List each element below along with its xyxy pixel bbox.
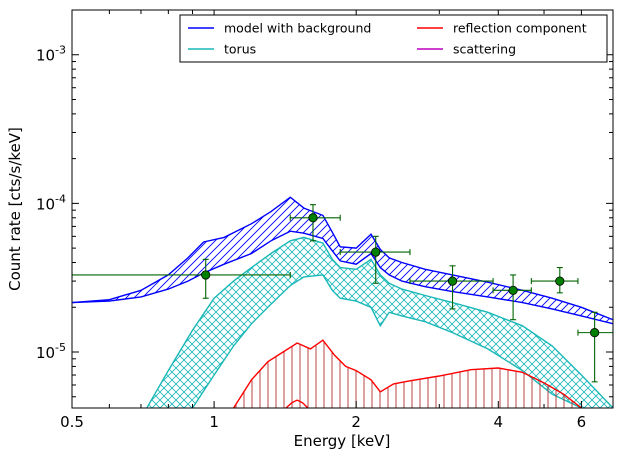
x-axis-title: Energy [keV] — [294, 432, 391, 450]
legend-label-1: model with background — [224, 21, 371, 36]
data-marker — [447, 276, 458, 286]
x-tick-label-3: 2 — [351, 413, 361, 431]
legend-label-4: scattering — [453, 42, 516, 57]
data-marker — [371, 247, 381, 257]
data-marker — [508, 285, 518, 295]
data-marker — [555, 276, 565, 286]
torus-lower-line — [191, 274, 582, 408]
x-tick-label-1: 0.5 — [60, 413, 84, 431]
data-point-2 — [289, 204, 341, 242]
x-tick-label-2: 1 — [209, 413, 219, 431]
model-with-background-lower-line — [72, 230, 613, 325]
y-tick-label-3: 10-3 — [36, 44, 66, 65]
data-marker — [308, 213, 318, 223]
legend-label-3: torus — [224, 42, 256, 57]
legend: model with background reflection componen… — [179, 14, 608, 63]
data-point-7 — [577, 311, 613, 383]
model-with-background-band — [72, 197, 613, 324]
legend-label-2: reflection component — [453, 21, 587, 36]
torus-band — [146, 237, 613, 408]
x-tick-label-4: 4 — [494, 413, 504, 431]
plot-area — [72, 196, 613, 408]
y-tick-label-2: 10-4 — [36, 192, 66, 213]
axis-ticks: 0.5 1 2 4 6 10-5 10-4 10-3 — [36, 10, 613, 431]
x-tick-label-5: 6 — [577, 413, 587, 431]
data-point-3 — [339, 235, 411, 284]
data-marker — [201, 270, 211, 280]
axes-frame — [71, 9, 614, 409]
data-point-1 — [72, 258, 291, 299]
data-point-5 — [492, 274, 532, 321]
reflection-component-lower-line — [285, 399, 309, 408]
y-axis-title: Count rate [cts/s/keV] — [6, 127, 24, 291]
reflection-component-upper-line — [233, 339, 582, 408]
legend-box — [179, 14, 608, 63]
data-point-4 — [409, 265, 494, 310]
data-marker — [590, 328, 600, 338]
data-point-6 — [530, 267, 579, 294]
torus-upper-line — [146, 236, 613, 408]
y-tick-label-1: 10-5 — [36, 341, 66, 362]
plot-frame — [71, 9, 614, 409]
reflection-component-band — [233, 340, 582, 408]
